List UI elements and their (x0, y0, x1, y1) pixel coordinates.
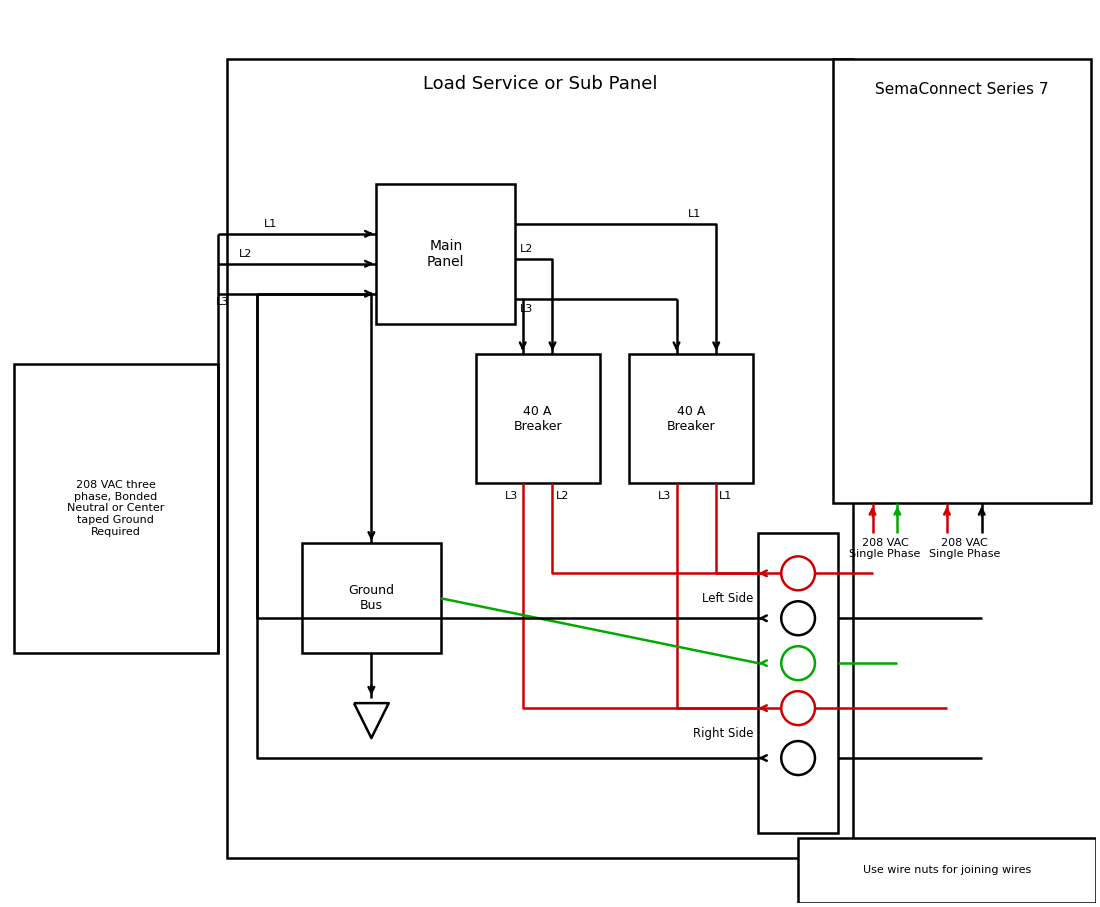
Text: Load Service or Sub Panel: Load Service or Sub Panel (422, 75, 658, 93)
Text: L3: L3 (658, 492, 672, 502)
Text: 208 VAC
Single Phase: 208 VAC Single Phase (849, 538, 921, 559)
Text: Left Side: Left Side (702, 591, 754, 605)
Circle shape (781, 691, 815, 725)
Text: L3: L3 (217, 297, 230, 307)
Bar (833, 59, 1091, 503)
Text: Use wire nuts for joining wires: Use wire nuts for joining wires (862, 865, 1031, 875)
Bar (629, 354, 754, 483)
Text: 40 A
Breaker: 40 A Breaker (514, 405, 562, 433)
Text: L1: L1 (719, 492, 733, 502)
Bar (14, 364, 218, 653)
Bar (758, 533, 838, 833)
Bar (799, 838, 1096, 902)
Text: L2: L2 (239, 249, 252, 258)
Text: Right Side: Right Side (693, 727, 754, 739)
Circle shape (781, 556, 815, 590)
Bar (228, 59, 852, 858)
Text: L1: L1 (689, 209, 702, 219)
Circle shape (781, 601, 815, 635)
Text: SemaConnect Series 7: SemaConnect Series 7 (876, 82, 1048, 96)
Text: L1: L1 (264, 219, 277, 229)
Text: 208 VAC three
phase, Bonded
Neutral or Center
taped Ground
Required: 208 VAC three phase, Bonded Neutral or C… (67, 480, 165, 537)
Circle shape (781, 646, 815, 680)
Bar (376, 184, 515, 324)
Bar (301, 543, 441, 653)
Text: 40 A
Breaker: 40 A Breaker (667, 405, 716, 433)
Text: L3: L3 (505, 492, 518, 502)
Text: Ground
Bus: Ground Bus (349, 584, 395, 612)
Text: Main
Panel: Main Panel (427, 239, 464, 268)
Circle shape (781, 741, 815, 775)
Text: 208 VAC
Single Phase: 208 VAC Single Phase (928, 538, 1000, 559)
Text: L2: L2 (556, 492, 569, 502)
Bar (475, 354, 600, 483)
Text: L3: L3 (520, 304, 534, 314)
Text: L2: L2 (520, 244, 534, 254)
